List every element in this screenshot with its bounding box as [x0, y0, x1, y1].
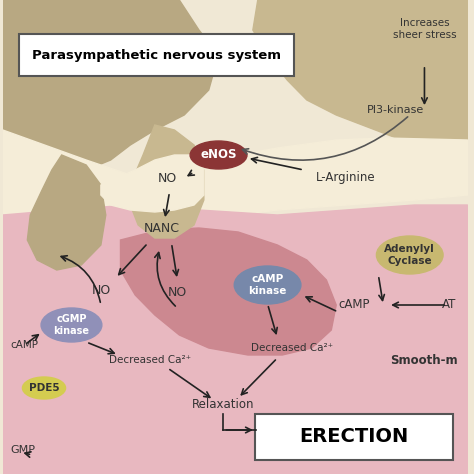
- Text: NO: NO: [168, 285, 187, 299]
- Text: NO: NO: [158, 172, 177, 184]
- Text: ERECTION: ERECTION: [299, 428, 409, 447]
- Text: Decreased Ca²⁺: Decreased Ca²⁺: [109, 355, 191, 365]
- Text: GMP: GMP: [11, 445, 36, 455]
- Text: cAMP
kinase: cAMP kinase: [248, 274, 287, 296]
- Text: cAMP: cAMP: [338, 299, 370, 311]
- Text: Increases
sheer stress: Increases sheer stress: [392, 18, 456, 40]
- Text: AT: AT: [441, 299, 456, 311]
- Ellipse shape: [22, 377, 65, 399]
- Text: cAMP: cAMP: [11, 340, 39, 350]
- Text: L-Arginine: L-Arginine: [316, 172, 376, 184]
- Ellipse shape: [41, 308, 102, 342]
- Polygon shape: [120, 228, 336, 355]
- Ellipse shape: [234, 266, 301, 304]
- Polygon shape: [253, 0, 467, 160]
- Polygon shape: [3, 130, 467, 240]
- Text: NANC: NANC: [144, 221, 180, 235]
- Polygon shape: [3, 0, 219, 170]
- Text: PDE5: PDE5: [29, 383, 59, 393]
- Ellipse shape: [190, 141, 247, 169]
- FancyBboxPatch shape: [255, 414, 453, 460]
- Text: NO: NO: [91, 283, 110, 297]
- Polygon shape: [3, 205, 467, 474]
- Text: Smooth-m: Smooth-m: [390, 354, 458, 366]
- Text: cGMP
kinase: cGMP kinase: [54, 314, 90, 336]
- Text: eNOS: eNOS: [201, 148, 237, 162]
- Text: Decreased Ca²⁺: Decreased Ca²⁺: [251, 343, 333, 353]
- FancyBboxPatch shape: [19, 34, 294, 76]
- Polygon shape: [101, 155, 204, 212]
- Text: Parasympathetic nervous system: Parasympathetic nervous system: [32, 48, 281, 62]
- Text: PI3-kinase: PI3-kinase: [367, 105, 424, 115]
- Text: Relaxation: Relaxation: [192, 399, 255, 411]
- Text: Adenylyl
Cyclase: Adenylyl Cyclase: [384, 244, 435, 266]
- Polygon shape: [130, 125, 204, 238]
- Polygon shape: [27, 155, 106, 270]
- Ellipse shape: [376, 236, 443, 274]
